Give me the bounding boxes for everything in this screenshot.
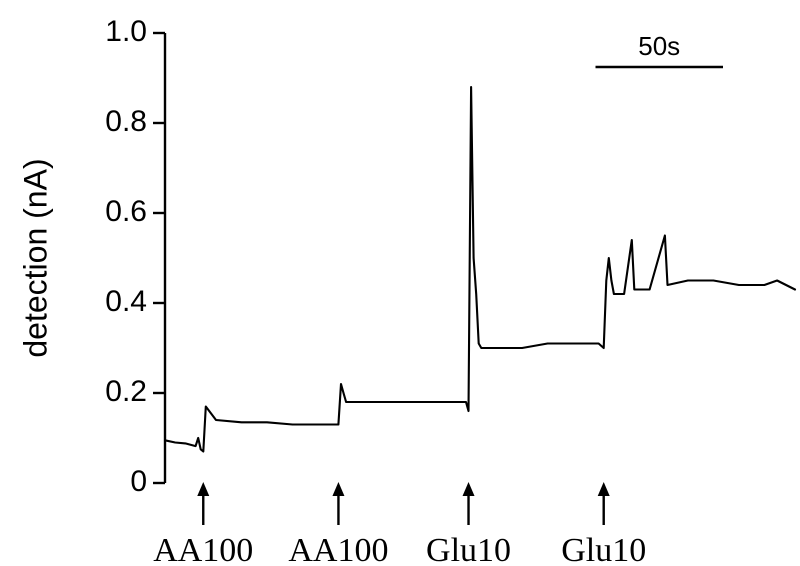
y-tick-label: 0	[130, 465, 147, 498]
event-markers: AA100 AA100 Glu10 Glu10	[153, 482, 646, 566]
y-tick-label: 1.0	[105, 15, 147, 48]
time-scale-bar: 50s	[595, 31, 723, 69]
event-arrow-head	[597, 482, 610, 496]
event-arrow-head	[197, 482, 210, 496]
y-tick-label: 0.8	[105, 105, 147, 138]
y-ticks: 0 0.2 0.4 0.6 0.8 1.0	[105, 15, 165, 498]
event-arrow-head	[462, 482, 475, 496]
y-tick-label: 0.2	[105, 375, 147, 408]
y-tick-label: 0.4	[105, 285, 147, 318]
event-arrow-head	[332, 482, 345, 496]
event-label: AA100	[288, 532, 388, 566]
event-label: AA100	[153, 532, 253, 566]
event-marker: AA100	[153, 482, 253, 566]
event-marker: Glu10	[426, 482, 511, 566]
event-marker: Glu10	[561, 482, 646, 566]
scale-bar-label: 50s	[638, 31, 680, 61]
event-label: Glu10	[426, 532, 511, 566]
detection-trace	[163, 85, 797, 453]
y-axis-label: detection (nA)	[17, 158, 53, 357]
y-tick-label: 0.6	[105, 195, 147, 228]
event-label: Glu10	[561, 532, 646, 566]
event-marker: AA100	[288, 482, 388, 566]
